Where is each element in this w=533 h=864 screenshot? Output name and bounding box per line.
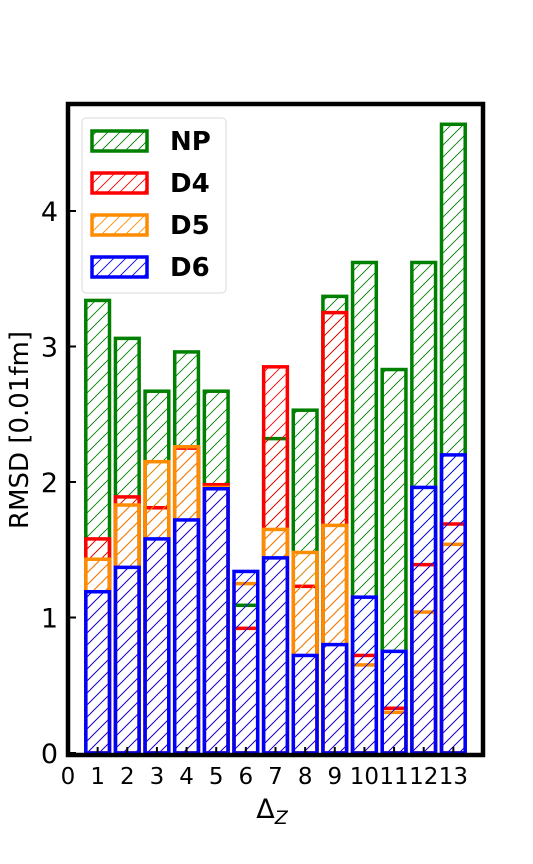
x-tick-label-6: 6 <box>239 764 254 790</box>
bar-d6-4 <box>172 518 201 755</box>
bar-d6-10 <box>350 595 379 755</box>
y-tick-label-3: 3 <box>41 333 58 364</box>
bar-d6-1 <box>84 590 112 755</box>
x-tick-label-0: 0 <box>61 764 76 790</box>
x-tick-label-4: 4 <box>179 764 194 790</box>
x-tick-label-10: 10 <box>350 764 379 790</box>
y-tick-label-0: 0 <box>41 739 58 770</box>
bar-d6-7 <box>261 556 290 755</box>
y-tick-label-1: 1 <box>41 604 58 635</box>
y-axis: 0 1 2 3 4 <box>41 197 76 770</box>
x-tick-label-12: 12 <box>409 764 438 790</box>
x-tick-label-9: 9 <box>327 764 342 790</box>
legend-swatch-d6 <box>90 255 149 279</box>
legend-box <box>81 117 227 294</box>
x-axis-label: ΔZ <box>256 794 288 829</box>
bar-d6-13 <box>439 453 467 755</box>
y-axis-label: RMSD [0.01fm] <box>5 331 35 529</box>
x-tick-label-3: 3 <box>150 764 165 790</box>
bar-d6-11 <box>380 649 408 755</box>
y-tick-label-4: 4 <box>41 197 58 228</box>
bar-d6-3 <box>143 537 171 755</box>
y-tick-label-2: 2 <box>41 468 58 499</box>
x-axis: 0 1 2 3 4 5 6 7 8 9 10 11 12 13 <box>61 747 468 790</box>
legend-label-d4: D4 <box>170 169 210 199</box>
x-axis-label-subscript: Z <box>274 807 289 829</box>
bar-d6-2 <box>113 565 141 755</box>
bar-d6-9 <box>321 642 349 755</box>
x-tick-label-1: 1 <box>90 764 105 790</box>
legend-label-np: NP <box>170 127 211 157</box>
x-tick-label-7: 7 <box>268 764 283 790</box>
bar-d6-12 <box>410 485 438 755</box>
x-tick-label-2: 2 <box>120 764 135 790</box>
x-tick-label-8: 8 <box>298 764 313 790</box>
legend-swatch-d5 <box>90 213 149 237</box>
x-axis-label-main: Δ <box>256 794 275 825</box>
legend-swatch-np <box>90 129 149 153</box>
legend-label-d5: D5 <box>170 211 210 241</box>
x-tick-label-5: 5 <box>209 764 224 790</box>
x-tick-label-13: 13 <box>439 764 468 790</box>
legend: NP D4 D5 D6 <box>81 117 227 294</box>
legend-swatch-d4 <box>90 171 149 195</box>
legend-label-d6: D6 <box>170 253 210 283</box>
bar-d6-8 <box>291 653 319 755</box>
x-tick-label-11: 11 <box>379 764 408 790</box>
bar-d6-5 <box>202 487 230 755</box>
bar-d6-6 <box>232 569 260 755</box>
